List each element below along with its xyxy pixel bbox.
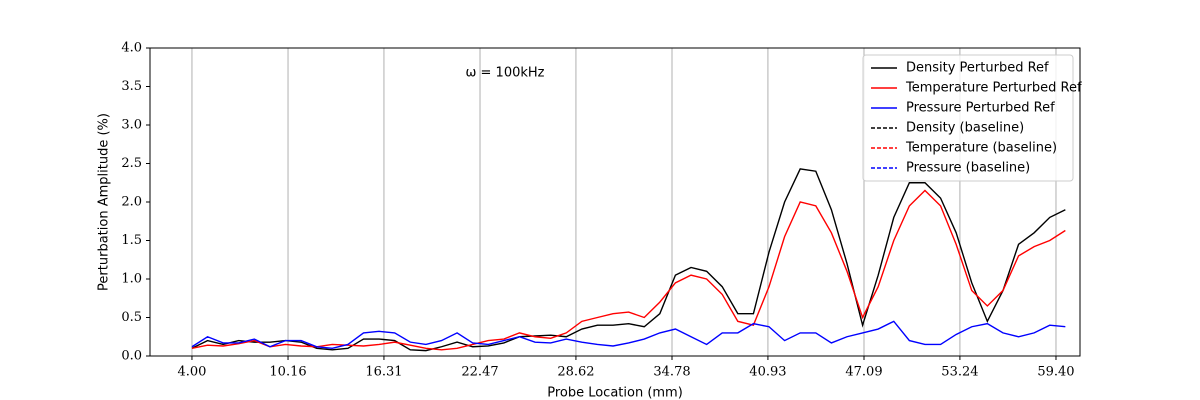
x-tick-label: 28.62: [557, 365, 594, 380]
x-tick-label: 4.00: [177, 365, 206, 380]
y-tick-label: 3.0: [121, 118, 142, 133]
y-axis-label: Perturbation Amplitude (%): [97, 113, 112, 291]
legend-label: Temperature Perturbed Ref: [905, 81, 1082, 96]
y-tick-label: 4.0: [121, 41, 142, 56]
legend-label: Pressure Perturbed Ref: [906, 101, 1055, 116]
x-axis-label: Probe Location (mm): [547, 386, 683, 400]
y-tick-label: 1.5: [121, 233, 142, 248]
x-tick-label: 53.24: [941, 365, 978, 380]
plot-frame: [149, 47, 1081, 357]
y-tick-label: 2.0: [121, 195, 142, 210]
x-tick-label: 47.09: [845, 365, 882, 380]
data-line: [191, 189, 1066, 351]
data-line: [191, 320, 1066, 350]
legend-label: Density (baseline): [906, 121, 1024, 136]
legend-label: Temperature (baseline): [905, 141, 1057, 156]
annotation: ω = 100kHz: [466, 66, 545, 81]
legend-box: [862, 54, 1074, 182]
y-tick-label: 3.5: [121, 79, 142, 94]
x-tick-label: 59.40: [1037, 365, 1074, 380]
y-tick-label: 1.0: [121, 272, 142, 287]
y-tick-label: 2.5: [121, 156, 142, 171]
x-tick-label: 22.47: [461, 365, 498, 380]
legend-label: Pressure (baseline): [906, 161, 1030, 176]
x-tick-label: 10.16: [269, 365, 306, 380]
x-tick-label: 40.93: [749, 365, 786, 380]
x-tick-label: 34.78: [653, 365, 690, 380]
y-tick-label: 0.0: [121, 349, 142, 364]
y-tick-label: 0.5: [121, 310, 142, 325]
x-tick-label: 16.31: [365, 365, 402, 380]
data-line: [191, 168, 1066, 352]
legend-label: Density Perturbed Ref: [906, 61, 1049, 76]
